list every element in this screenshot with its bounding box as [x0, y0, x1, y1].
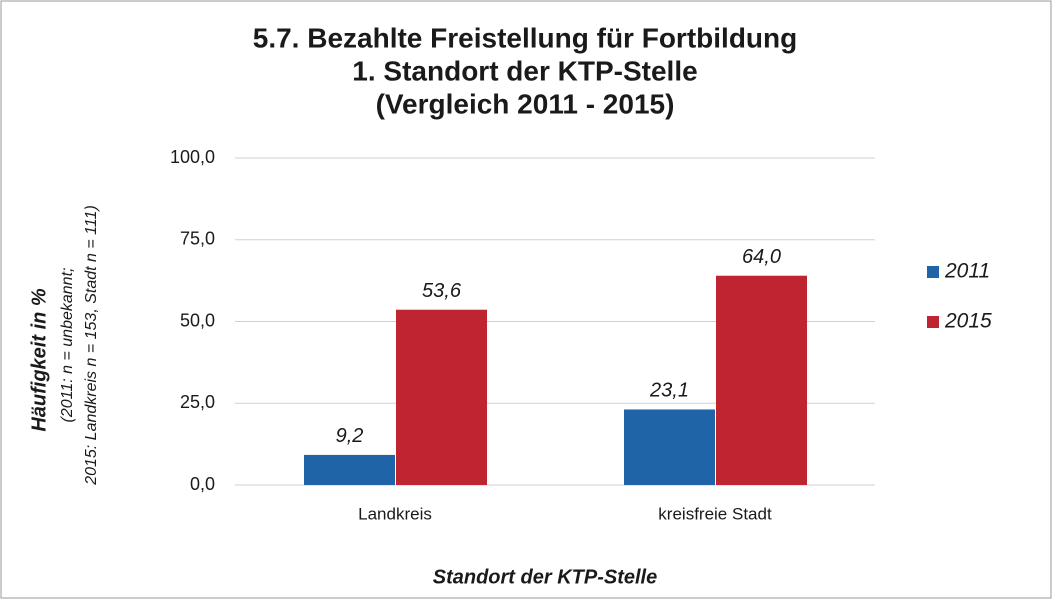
bar	[716, 275, 807, 485]
y-axis-label: 2015: Landkreis n = 153, Stadt n = 111)	[83, 205, 100, 486]
y-tick-label: 100,0	[170, 147, 215, 167]
chart-title: (Vergleich 2011 - 2015)	[376, 88, 675, 119]
y-tick-label: 75,0	[180, 229, 215, 249]
bar	[304, 454, 395, 485]
data-label: 64,0	[742, 246, 781, 268]
legend-label: 2011	[944, 260, 990, 283]
y-tick-label: 0,0	[190, 474, 215, 494]
x-tick-label: Landkreis	[358, 504, 432, 523]
legend-swatch	[927, 316, 939, 328]
y-tick-label: 50,0	[180, 310, 215, 330]
y-tick-label: 25,0	[180, 392, 215, 412]
legend-label: 2015	[944, 310, 992, 333]
bar	[624, 409, 715, 485]
x-axis-label: Standort der KTP-Stelle	[433, 566, 657, 588]
legend-swatch	[927, 266, 939, 278]
chart-title: 1. Standort der KTP-Stelle	[352, 55, 697, 86]
data-label: 23,1	[649, 380, 689, 402]
x-tick-label: kreisfreie Stadt	[658, 504, 772, 523]
chart-title: 5.7. Bezahlte Freistellung für Fortbildu…	[253, 22, 797, 53]
bar	[396, 309, 487, 485]
data-label: 53,6	[422, 280, 462, 302]
y-axis-label: Häufigkeit in %	[28, 288, 50, 432]
y-axis-label: (2011: n = unbekannt;	[59, 268, 76, 423]
data-label: 9,2	[336, 425, 364, 447]
